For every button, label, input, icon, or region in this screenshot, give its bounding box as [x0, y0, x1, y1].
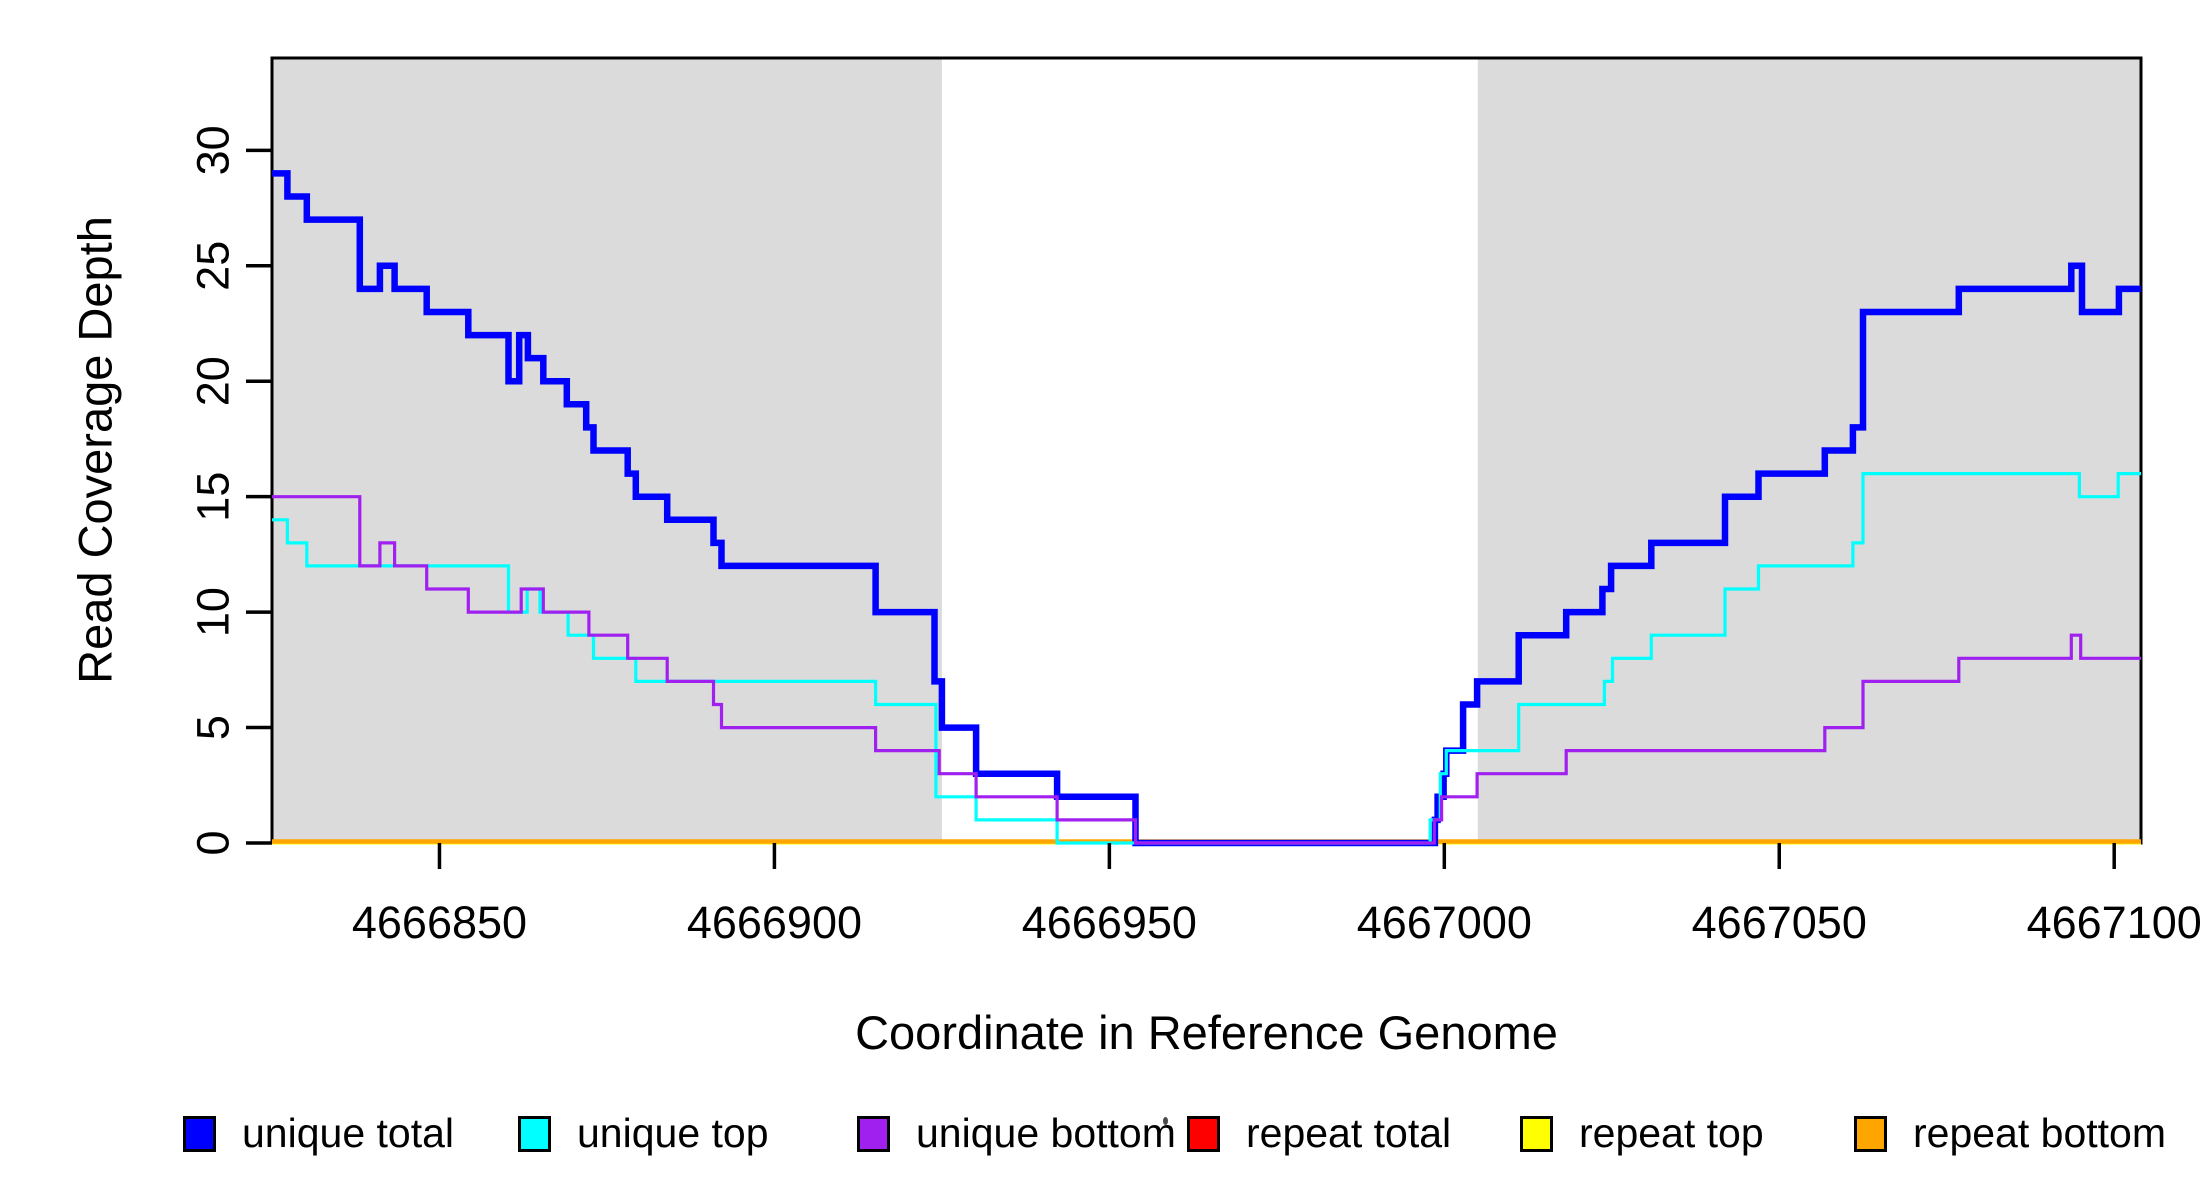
series-line-unique-bottom — [272, 495, 2141, 845]
shaded-region — [1477, 58, 2141, 843]
x-tick-label: 4667100 — [2027, 897, 2200, 948]
y-tick-label: 25 — [188, 241, 239, 291]
y-tick-label: 20 — [188, 356, 239, 406]
y-tick-label: 15 — [188, 472, 239, 522]
series-line-unique-total — [272, 170, 2141, 847]
series-lines-group — [272, 170, 2141, 847]
x-tick-label: 4667000 — [1357, 897, 1532, 948]
x-axis-group: 4666850 4666900 4666950 4667000 4667050 46671… — [352, 843, 2200, 948]
y-axis-group: 0 5 10 15 20 25 30 — [188, 125, 272, 856]
shaded-regions-group — [272, 58, 2141, 843]
x-axis-title: Coordinate in Reference Genome — [855, 1006, 1558, 1059]
x-tick-label: 4666950 — [1022, 897, 1197, 948]
x-tick-label: 4667050 — [1692, 897, 1867, 948]
y-axis-title: Read Coverage Depth — [68, 216, 122, 684]
y-tick-label: 5 — [188, 715, 239, 740]
y-tick-label: 10 — [188, 587, 239, 637]
y-tick-label: 30 — [188, 125, 239, 175]
y-tick-label: 0 — [188, 830, 239, 855]
x-tick-label: 4666900 — [687, 897, 862, 948]
x-tick-label: 4666850 — [352, 897, 527, 948]
